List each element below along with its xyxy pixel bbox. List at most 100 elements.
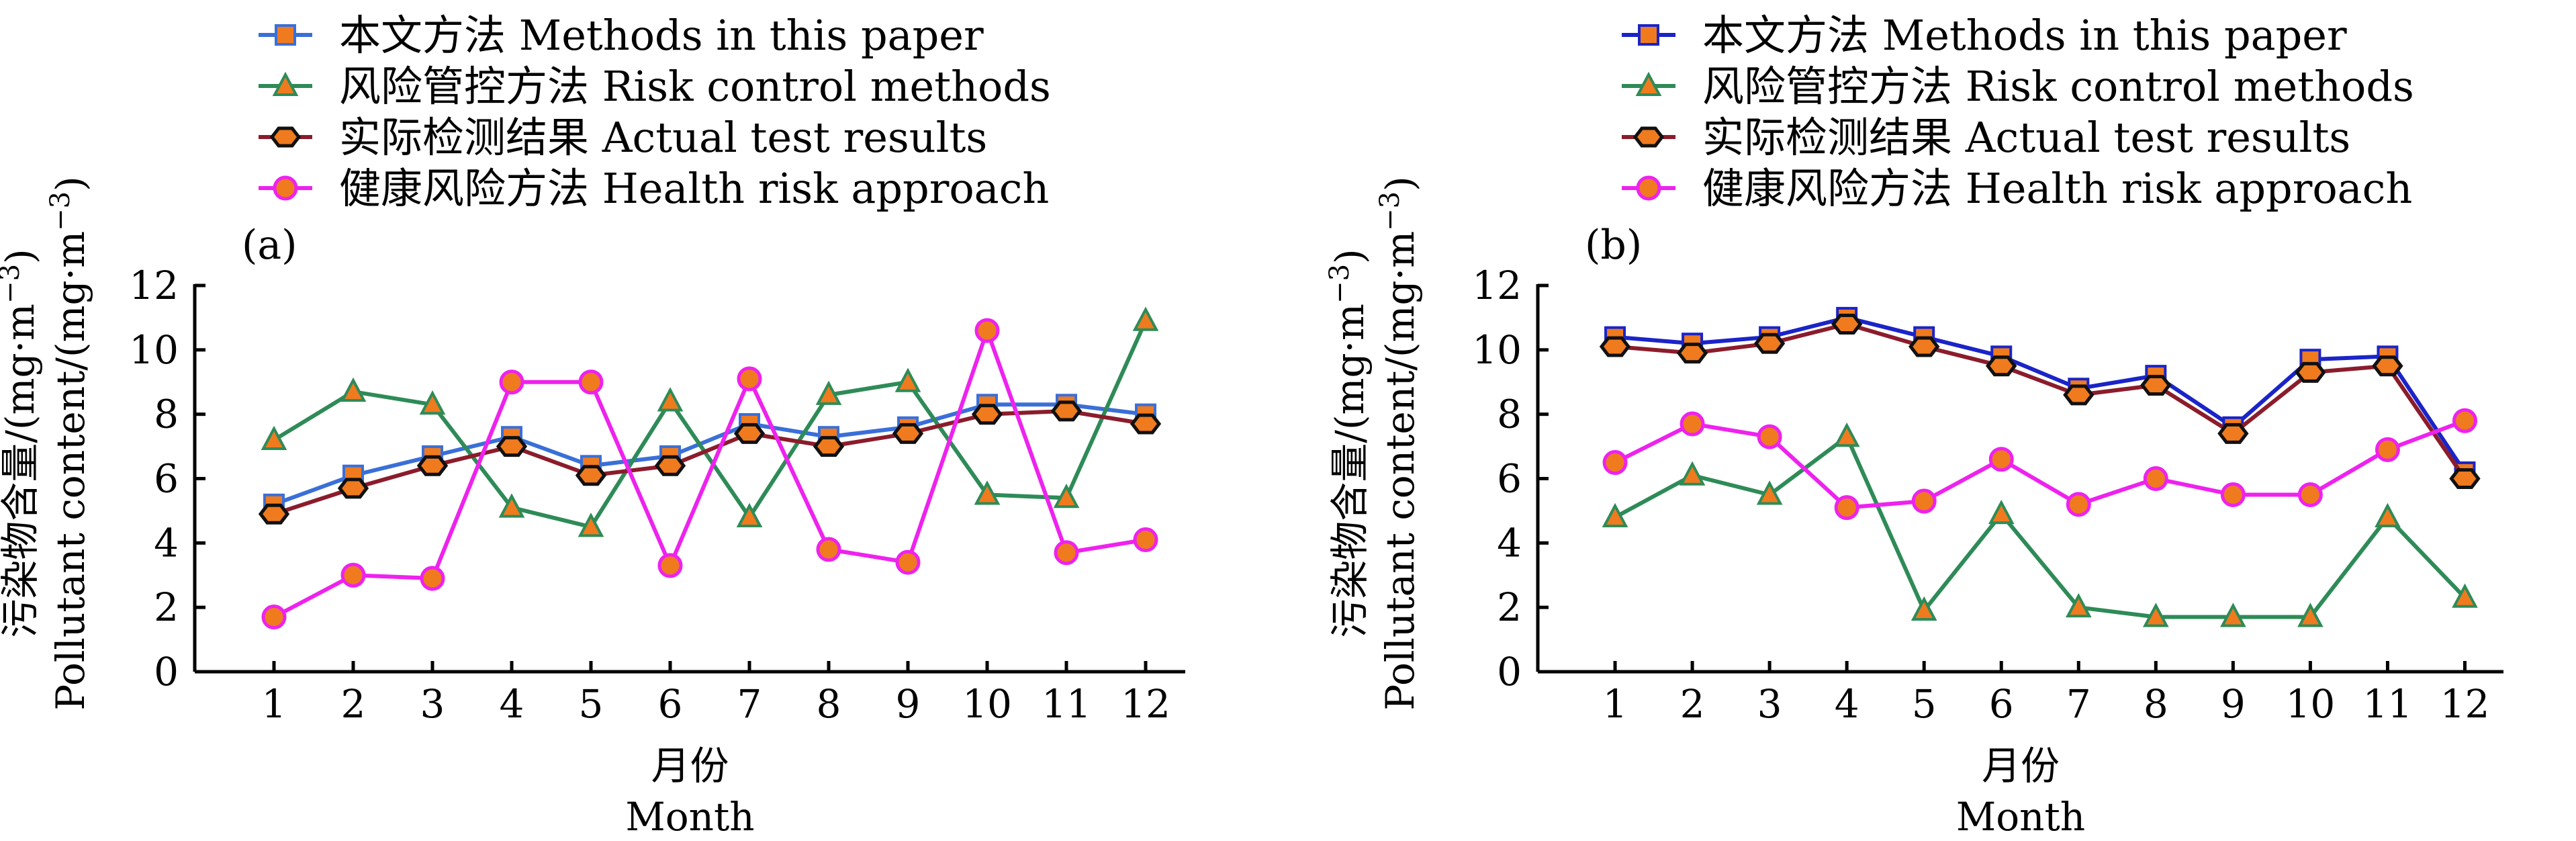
y-axis-title-zh: 污染物含量/(mg·m−3) xyxy=(1324,249,1373,637)
data-point xyxy=(578,513,604,537)
y-tick-label: 4 xyxy=(154,520,179,566)
data-point xyxy=(2220,482,2246,507)
data-point xyxy=(340,562,366,588)
data-point xyxy=(1908,336,1940,357)
data-point xyxy=(2375,437,2400,462)
data-point xyxy=(815,380,842,405)
x-tick-label: 6 xyxy=(658,681,683,727)
y-tick-label: 2 xyxy=(154,584,179,630)
data-point xyxy=(1676,343,1708,364)
y-axis-title-zh-close: ) xyxy=(1327,249,1373,264)
series-1 xyxy=(261,306,1159,537)
data-point xyxy=(1911,596,1937,621)
legend-entry: 实际检测结果 Actual test results xyxy=(1622,113,2350,162)
y-axis-title-zh-close: ) xyxy=(0,249,43,264)
series-1 xyxy=(1602,422,2478,627)
data-point xyxy=(575,465,607,486)
y-axis-title-zh-main: 污染物含量/(mg·m xyxy=(1327,304,1373,638)
y-tick-label: 8 xyxy=(1497,392,1522,437)
data-point xyxy=(2297,603,2324,627)
legend-entry: 健康风险方法 Health risk approach xyxy=(259,164,1049,213)
data-point xyxy=(578,369,604,395)
series-2 xyxy=(1599,314,2481,489)
legend-marker xyxy=(275,24,296,46)
data-point xyxy=(261,605,287,630)
y-axis-title-en-superscript: −3 xyxy=(45,191,76,231)
y-tick-label: 8 xyxy=(154,392,179,437)
data-point xyxy=(1756,480,1783,505)
data-point xyxy=(2295,361,2326,383)
data-point xyxy=(1680,411,1705,437)
x-tick-label: 12 xyxy=(2440,681,2490,727)
data-point xyxy=(654,455,686,476)
data-point xyxy=(1602,450,1628,476)
y-axis-title-en-superscript: −3 xyxy=(1375,191,1406,231)
x-axis-title-en: Month xyxy=(1956,794,2085,840)
y-axis-title-en-main: Pollutant content/(mg·m xyxy=(1377,231,1423,711)
data-point xyxy=(813,436,845,457)
data-point xyxy=(499,369,524,395)
data-point xyxy=(2452,583,2478,608)
data-point xyxy=(974,480,1001,505)
data-point xyxy=(261,425,287,450)
data-point xyxy=(816,537,841,562)
x-tick-label: 2 xyxy=(341,681,366,727)
data-point xyxy=(2065,592,2092,618)
legend-entry: 本文方法 Methods in this paper xyxy=(1622,11,2347,60)
y-axis-title-zh-superscript: −3 xyxy=(1324,264,1355,304)
data-point xyxy=(2372,355,2403,377)
legend-marker xyxy=(272,71,299,96)
y-tick-label: 4 xyxy=(1497,520,1522,566)
legend-marker xyxy=(1636,175,1661,201)
data-point xyxy=(1599,336,1631,357)
y-axis-title-zh-superscript: −3 xyxy=(0,264,26,304)
data-point xyxy=(1911,488,1937,514)
panel-label: (a) xyxy=(242,222,297,269)
x-tick-label: 3 xyxy=(1757,681,1782,727)
panel-label: (b) xyxy=(1585,222,1642,269)
x-tick-label: 5 xyxy=(579,681,604,727)
data-point xyxy=(1132,306,1159,331)
data-point xyxy=(337,478,369,499)
series-line xyxy=(1614,322,2467,480)
legend-marker xyxy=(269,126,302,148)
data-point xyxy=(657,553,683,578)
legend-label: 实际检测结果 Actual test results xyxy=(1702,113,2350,162)
series-3 xyxy=(261,318,1158,630)
series-line xyxy=(273,324,1146,619)
data-point xyxy=(416,455,449,476)
y-axis-title-en-main: Pollutant content/(mg·m xyxy=(48,231,93,711)
data-point xyxy=(1831,314,1863,335)
y-axis-title-zh-main: 污染物含量/(mg·m xyxy=(0,304,43,638)
series-2 xyxy=(258,400,1162,525)
data-point xyxy=(1833,422,1860,447)
data-point xyxy=(733,423,766,444)
x-tick-label: 3 xyxy=(420,681,445,727)
y-axis-title-en-close: ) xyxy=(48,176,93,191)
data-point xyxy=(2449,468,2481,489)
data-point xyxy=(894,367,921,392)
data-point xyxy=(1053,484,1080,508)
x-tick-label: 8 xyxy=(817,681,841,727)
x-tick-label: 5 xyxy=(1912,681,1937,727)
legend-entry: 风险管控方法 Risk control methods xyxy=(259,62,1051,111)
data-point xyxy=(1988,499,2015,525)
y-tick-label: 0 xyxy=(1497,649,1522,695)
y-axis-title-zh: 污染物含量/(mg·m−3) xyxy=(0,249,43,637)
series-line xyxy=(273,320,1148,529)
data-point xyxy=(974,318,1000,343)
data-point xyxy=(737,366,762,392)
data-point xyxy=(1986,355,2017,377)
y-tick-label: 2 xyxy=(1497,584,1522,630)
series-line xyxy=(273,402,1146,506)
legend-marker xyxy=(273,175,298,201)
x-tick-label: 4 xyxy=(500,681,524,727)
data-point xyxy=(736,502,763,527)
data-point xyxy=(1988,447,2014,472)
data-point xyxy=(2063,384,2095,406)
x-tick-label: 10 xyxy=(2285,681,2335,727)
x-tick-label: 2 xyxy=(1680,681,1705,727)
series-0 xyxy=(1604,306,2476,483)
data-point xyxy=(340,377,367,402)
